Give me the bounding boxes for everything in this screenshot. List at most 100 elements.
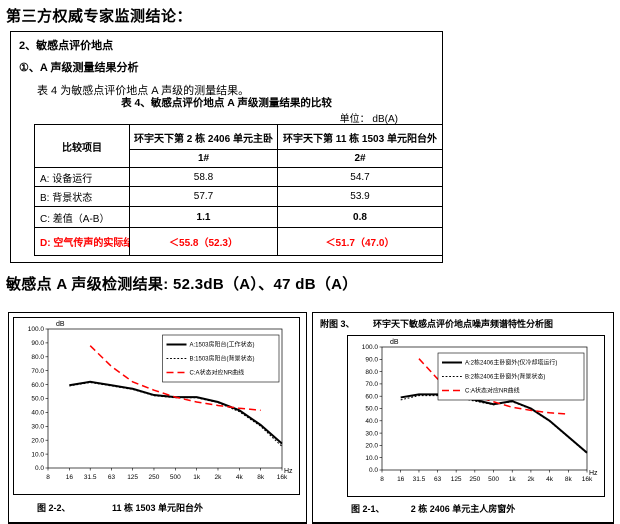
table-header-row: 比较项目 环宇天下第 2 栋 2406 单元主卧 环宇天下第 11 栋 1503… (34, 124, 443, 168)
figure-caption: 11 栋 1503 单元阳台外 (111, 503, 204, 513)
svg-text:1k: 1k (193, 474, 201, 481)
svg-text:63: 63 (434, 476, 442, 483)
svg-text:8: 8 (46, 474, 50, 481)
header-location-1-cell: 环宇天下第 2 栋 2406 单元主卧 (129, 124, 278, 150)
svg-text:500: 500 (170, 474, 181, 481)
svg-text:60.0: 60.0 (31, 382, 44, 389)
svg-text:20.0: 20.0 (31, 437, 44, 444)
svg-text:80.0: 80.0 (31, 354, 44, 361)
value-cell: 1.1 (129, 206, 278, 228)
svg-text:90.0: 90.0 (31, 340, 44, 347)
value-cell: 57.7 (129, 186, 278, 207)
figure-panel-1503: 0.0 10.0 20.0 30.0 40.0 50.0 60.0 70.0 80.0 90.0 1… (8, 312, 307, 524)
svg-text:B:1503房阳台(背景状态): B:1503房阳台(背景状态) (190, 355, 255, 363)
table-subheader-row: 1# 2# (35, 149, 443, 168)
svg-text:2k: 2k (215, 474, 223, 481)
svg-text:10.0: 10.0 (365, 455, 378, 462)
figure-header-row: 附图 3、 环宇天下敏感点评价地点噪声频谱特性分析图 (313, 317, 613, 330)
svg-text:C:A状态对应NR曲线: C:A状态对应NR曲线 (190, 369, 245, 377)
header-item-cell: 比较项目 (34, 124, 130, 168)
svg-text:63: 63 (108, 474, 116, 481)
page-title: 第三方权威专家监测结论： (6, 8, 193, 25)
row-label-cell: D: 空气传声的实际结果 (34, 227, 130, 256)
figure-caption-row: 图 2-1、 2 栋 2406 单元主人房窗外 (313, 502, 613, 515)
chart-area: 0.0 10.0 20.0 30.0 40.0 50.0 60.0 70.0 80.0 90.0 1… (347, 335, 605, 497)
svg-text:31.5: 31.5 (413, 476, 426, 483)
subsection-heading: ①、A 声级测量结果分析 (19, 62, 139, 74)
svg-text:50.0: 50.0 (31, 396, 44, 403)
figure-number: 图 2-2、 (37, 503, 71, 513)
point-id-2-cell: 2# (277, 149, 443, 168)
svg-text:250: 250 (149, 474, 160, 481)
svg-text:250: 250 (469, 476, 480, 483)
svg-text:Hz: Hz (284, 468, 293, 475)
svg-text:40.0: 40.0 (365, 418, 378, 425)
svg-text:100.0: 100.0 (28, 326, 45, 333)
svg-text:30.0: 30.0 (365, 430, 378, 437)
figure-caption: 2 栋 2406 单元主人房窗外 (410, 504, 516, 514)
section-heading: 2、敏感点评价地点 (19, 40, 114, 52)
svg-text:A:2栋2406主卧窗外(仅冷却塔运行): A:2栋2406主卧窗外(仅冷却塔运行) (465, 359, 557, 367)
svg-text:8k: 8k (565, 476, 573, 483)
svg-text:0.0: 0.0 (35, 465, 44, 472)
figure-title: 环宇天下敏感点评价地点噪声频谱特性分析图 (372, 319, 553, 329)
table-row: A: 设备运行 58.8 54.7 (34, 167, 443, 187)
unit-label: 单位： dB(A) (339, 114, 398, 125)
value-cell: 54.7 (277, 167, 443, 187)
table-row: B: 背景状态 57.7 53.9 (34, 186, 443, 207)
svg-text:8k: 8k (257, 474, 265, 481)
svg-text:dB: dB (390, 339, 399, 346)
svg-text:2k: 2k (527, 476, 535, 483)
spectrum-chart-1503: 0.0 10.0 20.0 30.0 40.0 50.0 60.0 70.0 80.0 90.0 1… (28, 321, 293, 481)
svg-text:500: 500 (488, 476, 499, 483)
row-label-cell: C: 差值（A-B） (34, 206, 130, 228)
svg-text:125: 125 (127, 474, 138, 481)
svg-text:B:2栋2406主卧窗外(背景状态): B:2栋2406主卧窗外(背景状态) (465, 373, 545, 381)
body-text: 表 4 为敏感点评价地点 A 声级的测量结果。 (37, 85, 250, 97)
svg-text:31.5: 31.5 (84, 474, 97, 481)
svg-text:100.0: 100.0 (362, 344, 379, 351)
svg-text:125: 125 (451, 476, 462, 483)
value-cell: 53.9 (277, 186, 443, 207)
chart-area: 0.0 10.0 20.0 30.0 40.0 50.0 60.0 70.0 80.0 90.0 1… (13, 317, 300, 495)
svg-text:8: 8 (380, 476, 384, 483)
table-caption: 表 4、敏感点评价地点 A 声级测量结果的比较 (121, 97, 332, 109)
svg-text:0.0: 0.0 (369, 467, 378, 474)
svg-text:30.0: 30.0 (31, 424, 44, 431)
svg-text:A:1503房阳台(工作状态): A:1503房阳台(工作状态) (190, 341, 255, 349)
figure-caption-row: 图 2-2、 11 栋 1503 单元阳台外 (9, 501, 306, 514)
svg-text:dB: dB (56, 321, 65, 328)
spectrum-chart-2406: 0.0 10.0 20.0 30.0 40.0 50.0 60.0 70.0 80.0 90.0 1… (362, 339, 598, 483)
figure-panel-2406: 附图 3、 环宇天下敏感点评价地点噪声频谱特性分析图 0.0 10.0 20.0 30… (312, 312, 614, 524)
svg-text:20.0: 20.0 (365, 443, 378, 450)
attachment-figure-number: 附图 3、 (320, 319, 355, 329)
header-location-2-cell: 环宇天下第 11 栋 1503 单元阳台外 (277, 124, 443, 150)
row-label-cell: A: 设备运行 (34, 167, 130, 187)
row-label-cell: B: 背景状态 (34, 186, 130, 207)
svg-text:4k: 4k (236, 474, 244, 481)
svg-text:C:A状态对应NR曲线: C:A状态对应NR曲线 (465, 387, 520, 395)
report-box: 2、敏感点评价地点 ①、A 声级测量结果分析 表 4 为敏感点评价地点 A 声级… (10, 31, 443, 263)
table-row: C: 差值（A-B） 1.1 0.8 (34, 206, 443, 228)
svg-text:60.0: 60.0 (365, 393, 378, 400)
svg-text:1k: 1k (509, 476, 517, 483)
figure-number: 图 2-1、 (351, 504, 385, 514)
table-row-result: D: 空气传声的实际结果 ＜55.8（52.3） ＜51.7（47.0） (34, 227, 443, 256)
value-cell: 0.8 (277, 206, 443, 228)
svg-text:70.0: 70.0 (365, 381, 378, 388)
svg-text:40.0: 40.0 (31, 410, 44, 417)
svg-text:10.0: 10.0 (31, 451, 44, 458)
result-value-cell: ＜51.7（47.0） (277, 227, 443, 256)
svg-text:16: 16 (66, 474, 74, 481)
value-cell: 58.8 (129, 167, 278, 187)
svg-text:70.0: 70.0 (31, 368, 44, 375)
svg-text:Hz: Hz (589, 470, 598, 477)
svg-text:90.0: 90.0 (365, 357, 378, 364)
result-summary: 敏感点 A 声级检测结果: 52.3dB（A）、47 dB（A） (6, 276, 358, 293)
svg-text:50.0: 50.0 (365, 406, 378, 413)
svg-text:16k: 16k (582, 476, 593, 483)
svg-text:80.0: 80.0 (365, 369, 378, 376)
svg-text:16k: 16k (277, 474, 288, 481)
svg-text:16: 16 (397, 476, 405, 483)
point-id-1-cell: 1# (129, 149, 278, 168)
